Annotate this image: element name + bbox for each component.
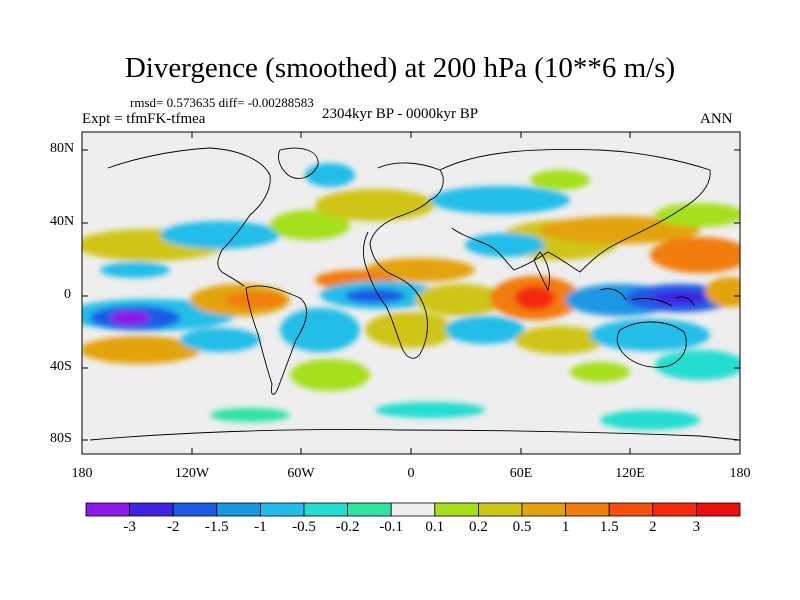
lat-ticks [82, 149, 740, 441]
colorbar-label: 1 [561, 519, 570, 535]
colorbar-swatch [696, 502, 741, 517]
map-title: Divergence (smoothed) at 200 hPa (10**6 … [124, 52, 676, 84]
colorbar-label: -1.5 [204, 519, 229, 535]
colorbar-swatch [347, 502, 392, 517]
colorbar-swatch [129, 502, 174, 517]
coastlines [89, 147, 740, 441]
colorbar-label: 3 [692, 519, 701, 535]
colorbar-label: 0.1 [425, 519, 445, 535]
lon-label-180w: 180 [71, 466, 93, 481]
colorbar-swatch [608, 502, 654, 517]
colorbar-label: 0.2 [469, 519, 488, 535]
colorbar-label: -0.2 [335, 519, 360, 535]
colorbar-swatch [216, 502, 261, 517]
period-label: 2304kyr BP - 0000kyr BP [322, 106, 479, 122]
divergence-field [82, 132, 740, 454]
colorbar-swatch [303, 502, 348, 517]
colorbar-swatch [434, 502, 479, 517]
colorbar-label: -0.5 [292, 519, 316, 535]
colorbar-swatch [172, 502, 218, 517]
lon-label-120e: 120E [615, 466, 645, 481]
contour-blobs [82, 163, 740, 430]
colorbar-swatch [85, 502, 130, 517]
lon-label-180e: 180 [729, 466, 751, 481]
colorbar-label: -2 [166, 519, 180, 535]
colorbar-label: -3 [123, 519, 136, 535]
lon-label-120w: 120W [174, 466, 210, 481]
stats-line: rmsd= 0.573635 diff= -0.00288583 [130, 95, 314, 110]
colorbar-label: 2 [649, 519, 657, 535]
colorbar-swatch [390, 502, 436, 517]
season-label: ANN [700, 111, 733, 127]
experiment-label: Expt = tfmFK-tfmea [82, 111, 206, 127]
colorbar-swatch [521, 502, 566, 517]
lon-label-60e: 60E [509, 466, 533, 481]
colorbar-swatch [477, 502, 523, 517]
colorbar-swatch [259, 502, 305, 517]
colorbar-swatch [652, 502, 697, 517]
colorbar-label: -1 [254, 519, 267, 535]
colorbar-label: 1.5 [599, 519, 619, 535]
lon-ticks [191, 132, 631, 454]
lat-label-80s: 80S [50, 431, 72, 446]
lat-label-40s: 40S [50, 359, 72, 374]
colorbar-swatch [565, 502, 610, 517]
lon-label-0: 0 [407, 466, 415, 481]
lat-label-eq: 0 [64, 287, 71, 302]
colorbar-label: 0.5 [512, 519, 532, 535]
lat-label-40n: 40N [50, 214, 75, 229]
lat-label-80n: 80N [50, 141, 75, 156]
colorbar [85, 502, 741, 517]
colorbar-label: -0.1 [379, 519, 404, 535]
lon-label-60w: 60W [287, 466, 315, 481]
